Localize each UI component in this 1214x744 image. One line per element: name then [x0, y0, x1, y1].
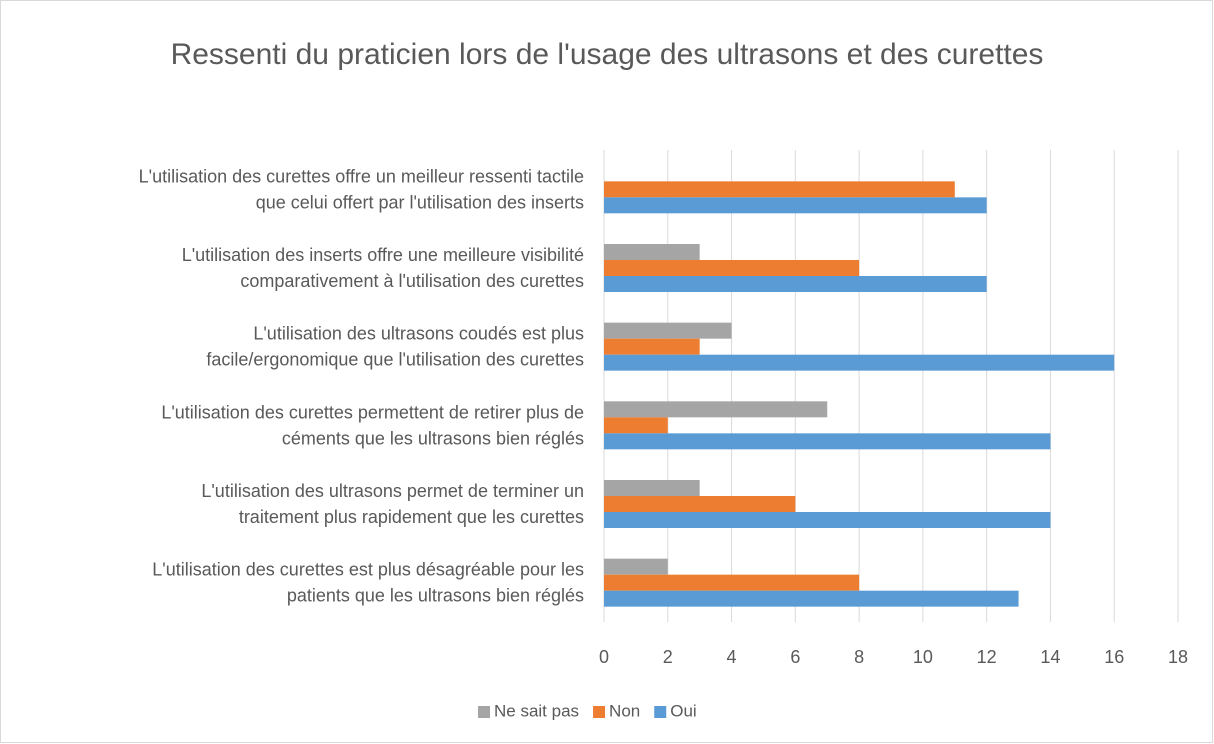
x-tick-label: 16 — [1104, 647, 1124, 667]
bar — [604, 558, 668, 575]
legend-swatch — [593, 706, 606, 718]
y-tick-label: L'utilisation des inserts offre une meil… — [182, 245, 584, 291]
y-tick-label-line: comparativement à l'utilisation des cure… — [240, 271, 584, 291]
x-tick-label: 10 — [913, 647, 933, 667]
x-tick-label: 18 — [1168, 647, 1188, 667]
y-tick-label: L'utilisation des ultrasons permet de te… — [201, 481, 584, 527]
y-tick-label-line: L'utilisation des inserts offre une meil… — [182, 245, 584, 265]
y-tick-label-line: céments que les ultrasons bien réglés — [282, 428, 584, 448]
x-tick-label: 14 — [1040, 647, 1060, 667]
bar — [604, 354, 1115, 371]
bar — [604, 417, 668, 434]
y-tick-label-line: L'utilisation des curettes permettent de… — [161, 402, 584, 422]
bar — [604, 244, 700, 260]
bar — [604, 480, 700, 496]
x-tick-label: 8 — [854, 647, 864, 667]
bar — [604, 260, 860, 276]
bar — [604, 276, 987, 292]
bar — [604, 401, 828, 418]
x-tick-label: 4 — [727, 647, 737, 667]
y-tick-label-line: traitement plus rapidement que les curet… — [239, 507, 584, 527]
bar — [604, 574, 860, 591]
bar — [604, 197, 987, 214]
x-tick-label: 2 — [663, 647, 673, 667]
legend-label: Non — [609, 701, 640, 720]
bar — [604, 433, 1051, 450]
y-tick-label-line: L'utilisation des curettes offre un meil… — [139, 166, 584, 186]
legend-label: Ne sait pas — [494, 701, 579, 720]
bar — [604, 496, 796, 512]
y-tick-label-line: L'utilisation des ultrasons permet de te… — [201, 481, 584, 501]
bar — [604, 338, 700, 355]
x-tick-label: 12 — [977, 647, 997, 667]
legend-label: Oui — [670, 701, 696, 720]
x-tick-label: 0 — [599, 647, 609, 667]
y-tick-label-line: L'utilisation des ultrasons coudés est p… — [253, 323, 584, 343]
y-tick-label: L'utilisation des curettes permettent de… — [161, 402, 584, 448]
legend-swatch — [478, 706, 490, 718]
bar — [604, 181, 955, 198]
bar — [604, 322, 732, 339]
legend-swatch — [654, 706, 667, 718]
bar — [604, 590, 1019, 607]
y-tick-label-line: que celui offert par l'utilisation des i… — [256, 192, 584, 212]
y-tick-label: L'utilisation des ultrasons coudés est p… — [206, 323, 584, 369]
chart-title: Ressenti du praticien lors de l'usage de… — [170, 38, 1044, 71]
y-tick-label-line: facile/ergonomique que l'utilisation des… — [206, 349, 584, 369]
y-tick-label-line: L'utilisation des curettes est plus désa… — [152, 559, 584, 579]
y-tick-label-line: patients que les ultrasons bien réglés — [287, 585, 584, 605]
y-tick-label: L'utilisation des curettes est plus désa… — [152, 559, 584, 605]
bar — [604, 512, 1051, 528]
y-tick-label: L'utilisation des curettes offre un meil… — [139, 166, 584, 212]
x-tick-label: 6 — [790, 647, 800, 667]
